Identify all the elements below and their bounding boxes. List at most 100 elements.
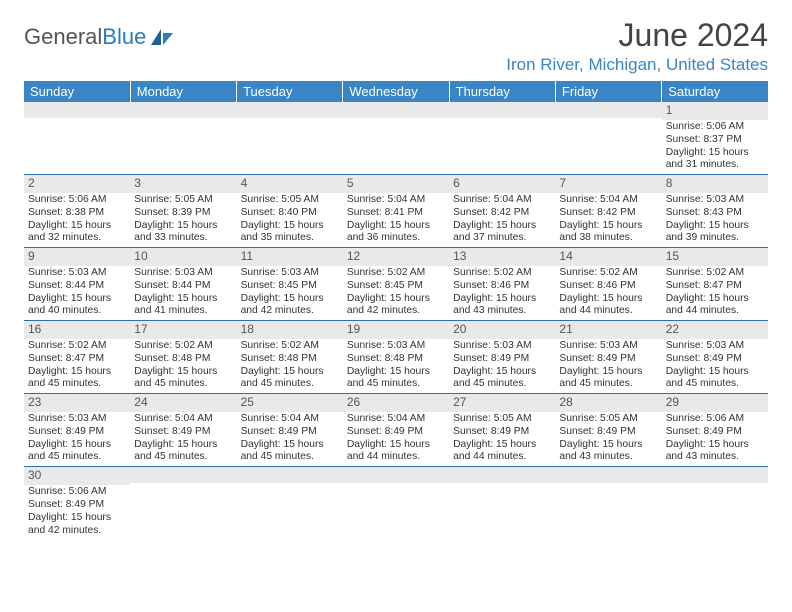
day-details: Sunrise: 5:04 AMSunset: 8:42 PMDaylight:… [449,193,555,247]
day-number: 2 [24,175,130,193]
day-number [555,467,661,483]
sunset-text: Sunset: 8:48 PM [241,353,339,366]
day-number: 6 [449,175,555,193]
daylight-text: Daylight: 15 hours and 42 minutes. [241,293,339,319]
sunrise-text: Sunrise: 5:06 AM [666,121,764,134]
day-details: Sunrise: 5:02 AMSunset: 8:45 PMDaylight:… [343,266,449,320]
sunrise-text: Sunrise: 5:05 AM [134,194,232,207]
sunrise-text: Sunrise: 5:02 AM [453,267,551,280]
calendar-day-cell: 1Sunrise: 5:06 AMSunset: 8:37 PMDaylight… [662,102,768,175]
logo-sail-icon [149,27,175,47]
sunrise-text: Sunrise: 5:02 AM [241,340,339,353]
day-number: 13 [449,248,555,266]
calendar-week-row: 30Sunrise: 5:06 AMSunset: 8:49 PMDayligh… [24,467,768,540]
calendar-week-row: 16 Sunrise: 5:02 AM Sunset: 8:47 PM Dayligh… [24,321,768,394]
weekday-header: Wednesday [343,81,449,102]
calendar-day-cell: 16Sunrise: 5:02 AMSunset: 8:47 PMDayligh… [24,321,130,394]
sunrise-text: Sunrise: 5:03 AM [28,413,126,426]
daylight-text: Daylight: 15 hours and 40 minutes. [28,293,126,319]
day-number: 11 [237,248,343,266]
calendar-day-cell: 19Sunrise: 5:03 AMSunset: 8:48 PMDayligh… [343,321,449,394]
sunset-text: Sunset: 8:37 PM [666,134,764,147]
daylight-text: Daylight: 15 hours and 45 minutes. [347,366,445,392]
calendar-day-cell: 11Sunrise: 5:03 AMSunset: 8:45 PMDayligh… [237,248,343,321]
daylight-text: Daylight: 15 hours and 45 minutes. [241,366,339,392]
sunset-text: Sunset: 8:49 PM [134,426,232,439]
sunset-text: Sunset: 8:49 PM [453,426,551,439]
sunset-text: Sunset: 8:48 PM [347,353,445,366]
month-title: June 2024 [506,18,768,53]
sunrise-text: Sunrise: 5:02 AM [347,267,445,280]
day-number: 3 [130,175,236,193]
calendar-day-cell: 13Sunrise: 5:02 AMSunset: 8:46 PMDayligh… [449,248,555,321]
weekday-header: Saturday [662,81,768,102]
calendar-day-cell [555,467,661,540]
calendar-day-cell: 5Sunrise: 5:04 AMSunset: 8:41 PMDaylight… [343,175,449,248]
day-number: 26 [343,394,449,412]
calendar-day-cell: 27Sunrise: 5:05 AMSunset: 8:49 PMDayligh… [449,394,555,467]
day-details: Sunrise: 5:04 AMSunset: 8:49 PMDaylight:… [343,412,449,466]
day-details: Sunrise: 5:03 AMSunset: 8:43 PMDaylight:… [662,193,768,247]
day-details: Sunrise: 5:04 AMSunset: 8:49 PMDaylight:… [237,412,343,466]
calendar-day-cell: 15Sunrise: 5:02 AMSunset: 8:47 PMDayligh… [662,248,768,321]
day-details: Sunrise: 5:03 AMSunset: 8:49 PMDaylight:… [662,339,768,393]
logo: GeneralBlue [24,18,175,50]
day-details: Sunrise: 5:05 AMSunset: 8:39 PMDaylight:… [130,193,236,247]
sunset-text: Sunset: 8:47 PM [28,353,126,366]
day-number: 5 [343,175,449,193]
day-details: Sunrise: 5:03 AMSunset: 8:44 PMDaylight:… [130,266,236,320]
calendar-day-cell [24,102,130,175]
day-number: 23 [24,394,130,412]
calendar-day-cell: 26Sunrise: 5:04 AMSunset: 8:49 PMDayligh… [343,394,449,467]
day-details: Sunrise: 5:03 AMSunset: 8:48 PMDaylight:… [343,339,449,393]
sunrise-text: Sunrise: 5:02 AM [134,340,232,353]
daylight-text: Daylight: 15 hours and 44 minutes. [347,439,445,465]
sunset-text: Sunset: 8:49 PM [453,353,551,366]
sunset-text: Sunset: 8:49 PM [666,426,764,439]
sunset-text: Sunset: 8:47 PM [666,280,764,293]
calendar-day-cell [449,102,555,175]
daylight-text: Daylight: 15 hours and 44 minutes. [453,439,551,465]
daylight-text: Daylight: 15 hours and 45 minutes. [453,366,551,392]
calendar-table: Sunday Monday Tuesday Wednesday Thursday… [24,81,768,539]
day-number [449,467,555,483]
sunrise-text: Sunrise: 5:03 AM [559,340,657,353]
sunset-text: Sunset: 8:49 PM [241,426,339,439]
sunrise-text: Sunrise: 5:03 AM [134,267,232,280]
daylight-text: Daylight: 15 hours and 39 minutes. [666,220,764,246]
sunrise-text: Sunrise: 5:02 AM [559,267,657,280]
daylight-text: Daylight: 15 hours and 37 minutes. [453,220,551,246]
day-details: Sunrise: 5:03 AMSunset: 8:49 PMDaylight:… [555,339,661,393]
day-number [555,102,661,118]
sunset-text: Sunset: 8:49 PM [559,353,657,366]
sunrise-text: Sunrise: 5:03 AM [666,194,764,207]
weekday-header: Tuesday [237,81,343,102]
calendar-day-cell: 25Sunrise: 5:04 AMSunset: 8:49 PMDayligh… [237,394,343,467]
sunset-text: Sunset: 8:45 PM [241,280,339,293]
day-details: Sunrise: 5:06 AMSunset: 8:49 PMDaylight:… [662,412,768,466]
day-number: 24 [130,394,236,412]
day-details: Sunrise: 5:05 AMSunset: 8:40 PMDaylight:… [237,193,343,247]
day-number: 22 [662,321,768,339]
calendar-day-cell [449,467,555,540]
day-number [237,102,343,118]
sunrise-text: Sunrise: 5:03 AM [28,267,126,280]
sunset-text: Sunset: 8:49 PM [347,426,445,439]
sunrise-text: Sunrise: 5:04 AM [559,194,657,207]
day-details: Sunrise: 5:04 AMSunset: 8:49 PMDaylight:… [130,412,236,466]
day-number: 10 [130,248,236,266]
day-number: 16 [24,321,130,339]
sunset-text: Sunset: 8:48 PM [134,353,232,366]
day-number: 4 [237,175,343,193]
sunrise-text: Sunrise: 5:06 AM [28,194,126,207]
calendar-day-cell: 29Sunrise: 5:06 AMSunset: 8:49 PMDayligh… [662,394,768,467]
sunset-text: Sunset: 8:49 PM [666,353,764,366]
sunset-text: Sunset: 8:49 PM [559,426,657,439]
sunset-text: Sunset: 8:49 PM [28,426,126,439]
calendar-day-cell [237,467,343,540]
sunset-text: Sunset: 8:44 PM [134,280,232,293]
calendar-week-row: 1Sunrise: 5:06 AMSunset: 8:37 PMDaylight… [24,102,768,175]
day-number: 21 [555,321,661,339]
sunrise-text: Sunrise: 5:04 AM [347,413,445,426]
calendar-day-cell [662,467,768,540]
